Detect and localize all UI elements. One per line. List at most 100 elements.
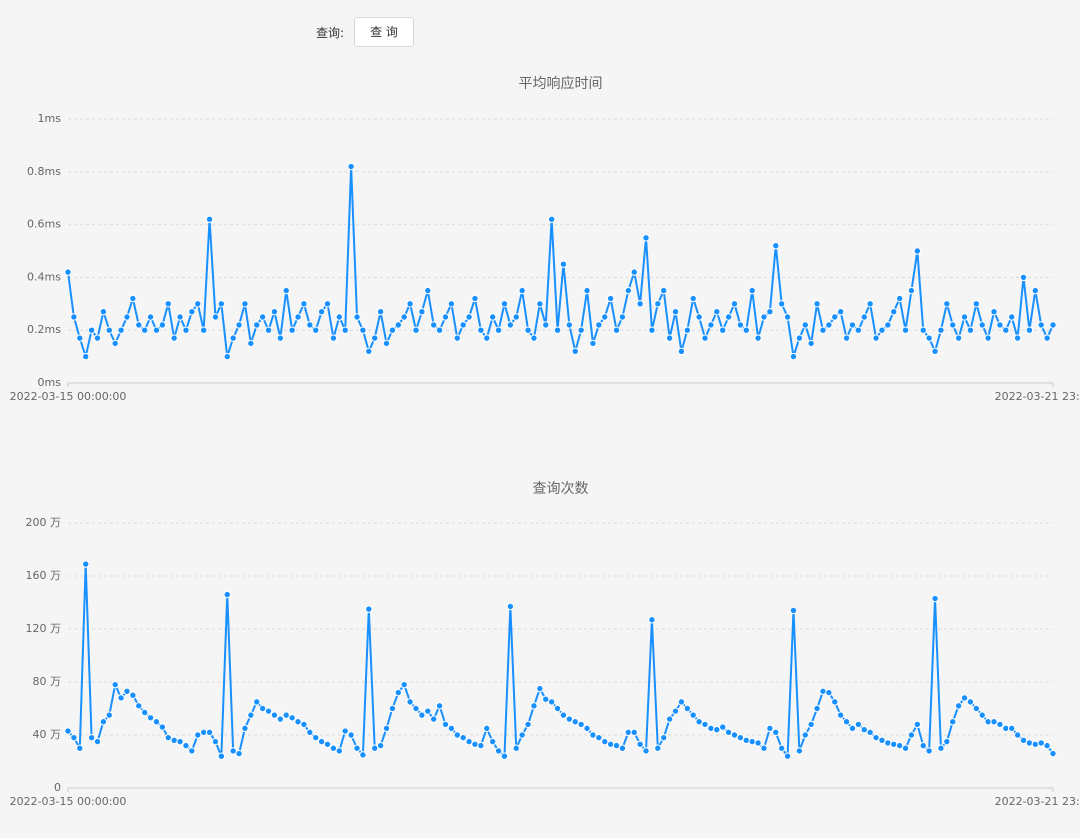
point	[253, 321, 261, 329]
point	[754, 739, 762, 747]
point	[960, 313, 969, 321]
point	[123, 313, 131, 321]
point	[199, 326, 208, 334]
point	[996, 321, 1004, 329]
point	[813, 300, 821, 308]
point	[713, 726, 721, 734]
point	[848, 321, 857, 329]
query-button[interactable]: 查 询	[354, 17, 414, 47]
point	[949, 718, 957, 726]
point	[807, 720, 815, 729]
point	[140, 708, 149, 717]
point	[376, 308, 385, 316]
point	[949, 321, 957, 329]
point	[418, 711, 426, 719]
point	[901, 744, 910, 752]
point	[111, 680, 119, 689]
point	[353, 313, 361, 321]
point	[241, 724, 249, 733]
point	[524, 326, 532, 334]
point	[64, 727, 72, 735]
point	[1019, 273, 1028, 282]
point	[371, 334, 379, 342]
point	[542, 321, 550, 329]
point	[665, 715, 674, 723]
point	[884, 321, 892, 329]
point	[742, 736, 750, 744]
point	[925, 334, 933, 342]
point	[860, 313, 868, 321]
point	[907, 286, 916, 295]
point	[182, 326, 190, 334]
point	[317, 737, 326, 746]
point	[117, 326, 125, 334]
point	[205, 215, 214, 224]
point	[524, 720, 532, 729]
point	[890, 740, 898, 748]
point	[388, 326, 397, 334]
point	[258, 313, 267, 321]
point	[648, 616, 656, 624]
point	[164, 733, 172, 742]
point	[288, 714, 296, 722]
point	[542, 695, 550, 703]
point	[701, 334, 709, 342]
point	[412, 326, 420, 334]
point	[317, 308, 326, 316]
point	[642, 747, 650, 755]
point	[70, 313, 78, 321]
point	[306, 321, 314, 329]
point	[866, 300, 874, 308]
point	[1043, 741, 1051, 750]
point	[547, 698, 556, 706]
point	[194, 731, 202, 739]
point	[429, 715, 438, 723]
point	[772, 728, 780, 737]
point	[453, 731, 461, 739]
point	[494, 747, 503, 755]
point	[488, 737, 497, 746]
point	[630, 728, 638, 737]
point	[435, 326, 444, 334]
point	[1008, 313, 1016, 321]
point	[477, 326, 485, 334]
point	[748, 737, 756, 746]
point	[270, 711, 279, 719]
chart-title: 查询次数	[533, 481, 589, 497]
point	[194, 300, 202, 308]
point	[577, 326, 585, 334]
point	[618, 744, 627, 752]
point	[671, 707, 680, 715]
point	[807, 339, 815, 348]
point	[394, 688, 402, 697]
point	[335, 747, 344, 755]
point	[152, 718, 161, 726]
point	[630, 268, 638, 276]
point	[966, 698, 975, 706]
y-tick-label: 160 万	[26, 569, 62, 582]
point	[878, 326, 886, 334]
point	[748, 286, 756, 295]
point	[217, 752, 226, 760]
x-tick-label: 2022-03-15 00:00:00	[10, 795, 127, 808]
point	[553, 704, 562, 713]
point	[595, 321, 603, 329]
point	[435, 702, 444, 710]
point	[724, 313, 733, 321]
point	[536, 684, 544, 693]
point	[76, 744, 84, 752]
point	[323, 740, 332, 748]
point	[547, 215, 556, 224]
point	[288, 326, 296, 334]
point	[282, 286, 290, 295]
point	[99, 308, 108, 316]
point	[990, 718, 998, 726]
point	[394, 321, 402, 329]
point	[123, 687, 131, 695]
point	[766, 724, 774, 733]
point	[937, 326, 945, 334]
point	[860, 726, 868, 734]
point	[589, 339, 597, 348]
point	[848, 724, 857, 733]
point	[365, 347, 373, 356]
